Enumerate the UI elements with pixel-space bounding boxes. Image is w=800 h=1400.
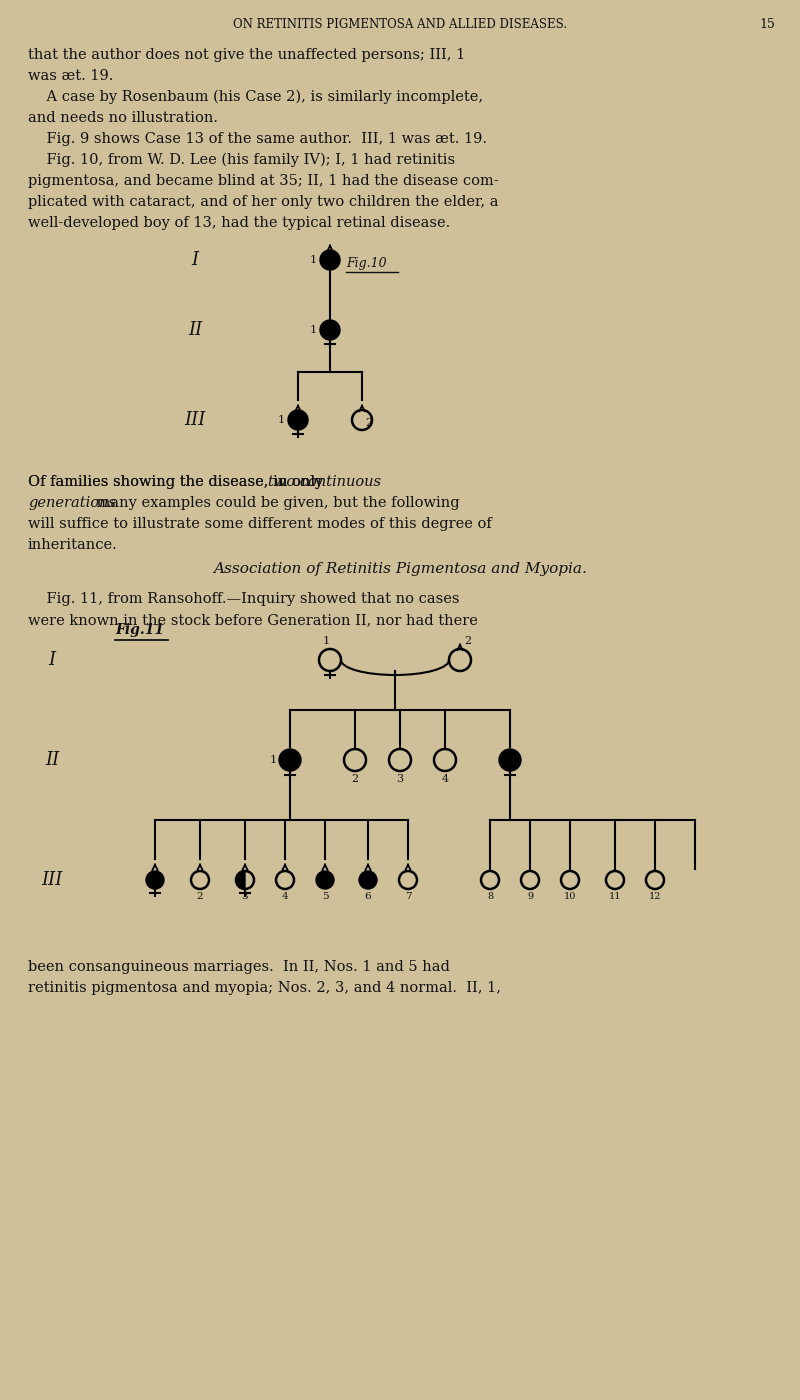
Text: plicated with cataract, and of her only two children the elder, a: plicated with cataract, and of her only … (28, 195, 498, 209)
Circle shape (146, 871, 164, 889)
Text: 5: 5 (513, 755, 520, 764)
Text: was æt. 19.: was æt. 19. (28, 69, 114, 83)
Circle shape (316, 871, 334, 889)
Text: 5: 5 (322, 892, 328, 902)
Text: 4: 4 (282, 892, 288, 902)
Text: 12: 12 (649, 892, 662, 902)
Text: 2: 2 (365, 419, 372, 428)
Text: Fig.10: Fig.10 (346, 258, 386, 270)
Text: generations: generations (28, 496, 116, 510)
Text: 1: 1 (270, 755, 277, 764)
Text: 3: 3 (242, 892, 248, 902)
Text: inheritance.: inheritance. (28, 538, 118, 552)
Text: III: III (184, 412, 206, 428)
Text: Of families showing the disease, in only: Of families showing the disease, in only (28, 475, 328, 489)
Text: well-developed boy of 13, had the typical retinal disease.: well-developed boy of 13, had the typica… (28, 216, 450, 230)
Circle shape (359, 871, 377, 889)
Text: ON RETINITIS PIGMENTOSA AND ALLIED DISEASES.: ON RETINITIS PIGMENTOSA AND ALLIED DISEA… (233, 18, 567, 31)
Text: Association of Retinitis Pigmentosa and Myopia.: Association of Retinitis Pigmentosa and … (213, 561, 587, 575)
Text: two continuous: two continuous (268, 475, 381, 489)
Circle shape (288, 410, 308, 430)
Text: 1: 1 (322, 636, 330, 645)
Text: II: II (188, 321, 202, 339)
Text: Fig.11: Fig.11 (115, 623, 164, 637)
Text: 9: 9 (527, 892, 533, 902)
Text: retinitis pigmentosa and myopia; Nos. 2, 3, and 4 normal.  II, 1,: retinitis pigmentosa and myopia; Nos. 2,… (28, 981, 501, 995)
Text: 3: 3 (397, 774, 403, 784)
Text: 1: 1 (310, 255, 317, 265)
Text: 2: 2 (464, 636, 471, 645)
Text: II: II (45, 750, 59, 769)
Text: will suffice to illustrate some different modes of this degree of: will suffice to illustrate some differen… (28, 517, 492, 531)
Text: Fig. 10, from W. D. Lee (his family IV); I, 1 had retinitis: Fig. 10, from W. D. Lee (his family IV);… (28, 153, 455, 168)
Text: 7: 7 (405, 892, 411, 902)
Text: and needs no illustration.: and needs no illustration. (28, 111, 218, 125)
Text: 1: 1 (278, 414, 285, 426)
Text: I: I (191, 251, 198, 269)
Text: 1: 1 (310, 325, 317, 335)
Circle shape (499, 749, 521, 771)
Circle shape (279, 749, 301, 771)
Text: Fig. 9 shows Case 13 of the same author.  III, 1 was æt. 19.: Fig. 9 shows Case 13 of the same author.… (28, 132, 487, 146)
Text: 1: 1 (146, 875, 152, 885)
Circle shape (320, 321, 340, 340)
Text: 15: 15 (759, 18, 775, 31)
Text: 11: 11 (609, 892, 622, 902)
Polygon shape (236, 871, 245, 889)
Text: 2: 2 (351, 774, 358, 784)
Text: Of families showing the disease, in only          two continuous: Of families showing the disease, in only… (28, 475, 508, 489)
Text: 2: 2 (197, 892, 203, 902)
Text: been consanguineous marriages.  In II, Nos. 1 and 5 had: been consanguineous marriages. In II, No… (28, 960, 450, 974)
Text: 8: 8 (487, 892, 493, 902)
Text: I: I (49, 651, 55, 669)
Text: Fig. 11, from Ransohoff.—Inquiry showed that no cases: Fig. 11, from Ransohoff.—Inquiry showed … (28, 592, 459, 606)
Text: 6: 6 (365, 892, 371, 902)
Text: 4: 4 (442, 774, 449, 784)
Text: A case by Rosenbaum (his Case 2), is similarly incomplete,: A case by Rosenbaum (his Case 2), is sim… (28, 90, 483, 105)
Text: III: III (42, 871, 62, 889)
Text: 10: 10 (564, 892, 576, 902)
Text: Of families showing the disease, in only: Of families showing the disease, in only (28, 475, 328, 489)
Circle shape (320, 251, 340, 270)
Text: were known in the stock before Generation II, nor had there: were known in the stock before Generatio… (28, 613, 478, 627)
Text: many examples could be given, but the following: many examples could be given, but the fo… (92, 496, 460, 510)
Text: pigmentosa, and became blind at 35; II, 1 had the disease com-: pigmentosa, and became blind at 35; II, … (28, 174, 498, 188)
Text: that the author does not give the unaffected persons; III, 1: that the author does not give the unaffe… (28, 48, 466, 62)
